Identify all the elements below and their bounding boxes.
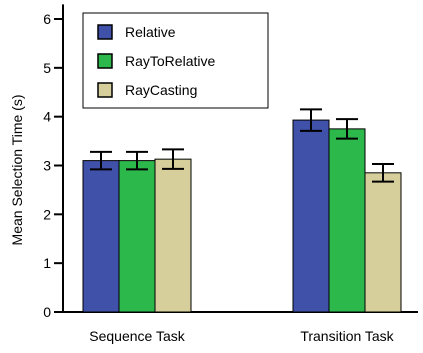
y-tick-label: 4	[43, 109, 51, 125]
legend-box	[82, 12, 269, 109]
legend-swatch	[97, 24, 113, 40]
bar	[292, 119, 330, 313]
bar	[118, 160, 156, 313]
legend-swatch	[97, 53, 113, 69]
bar	[364, 172, 402, 313]
legend: Relative RayToRelative RayCasting	[82, 12, 269, 109]
x-category-label: Transition Task	[300, 328, 394, 344]
y-axis-title: Mean Selection Time (s)	[9, 95, 25, 246]
y-tick-label: 0	[43, 304, 51, 320]
bars	[82, 108, 402, 313]
bar	[328, 128, 366, 313]
y-tick-label: 3	[43, 158, 51, 174]
y-tick-label: 6	[43, 11, 51, 27]
legend-label: RayToRelative	[125, 53, 215, 69]
y-tick-label: 2	[43, 206, 51, 222]
legend-label: RayCasting	[125, 82, 197, 98]
y-tick-label: 5	[43, 60, 51, 76]
bar	[82, 160, 120, 313]
legend-swatch	[97, 82, 113, 98]
legend-label: Relative	[125, 24, 176, 40]
y-tick-label: 1	[43, 255, 51, 271]
bar	[154, 158, 192, 313]
x-category-label: Sequence Task	[89, 328, 185, 344]
